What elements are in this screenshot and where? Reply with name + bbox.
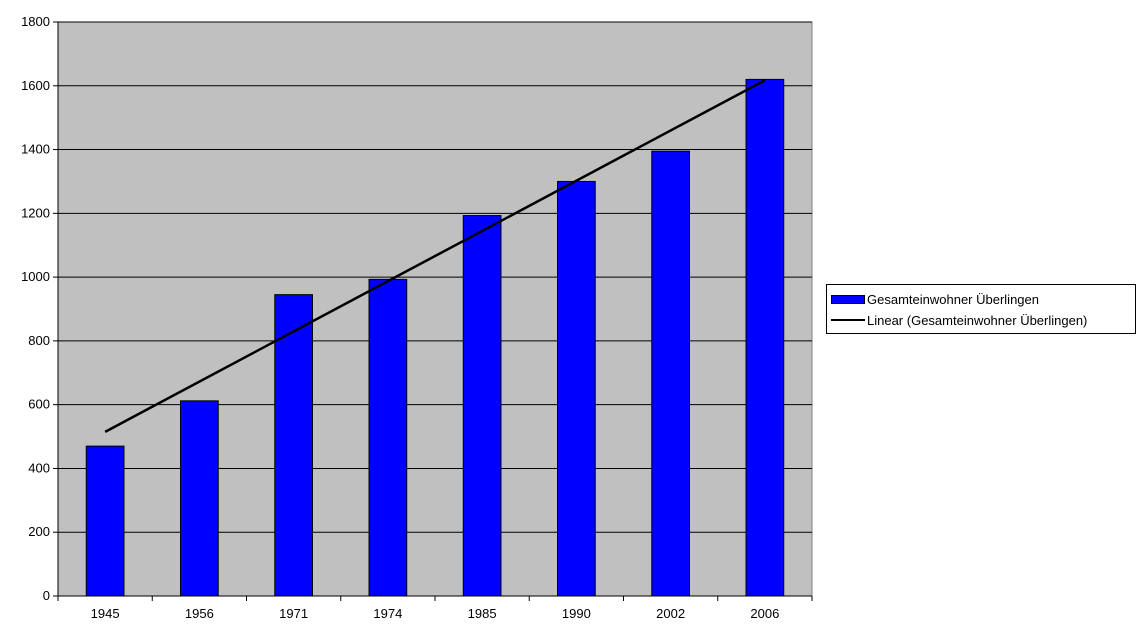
- y-tick-label: 400: [28, 460, 50, 475]
- y-tick-label: 1000: [21, 269, 50, 284]
- y-tick-label: 600: [28, 397, 50, 412]
- x-axis-ticks: 1945 1956 1971 1974 1985 1990 2002 2006: [57, 596, 813, 621]
- x-tick-label: 1971: [279, 606, 308, 621]
- x-tick-label: 1985: [468, 606, 497, 621]
- plot-area: [57, 21, 813, 597]
- bar: [180, 400, 219, 597]
- y-tick-label: 1400: [21, 142, 50, 157]
- y-tick-label: 1600: [21, 78, 50, 93]
- x-tick-label: 1990: [562, 606, 591, 621]
- x-tick-label: 2002: [656, 606, 685, 621]
- y-tick-label: 0: [43, 588, 50, 603]
- bar: [85, 445, 125, 597]
- y-tick-label: 1800: [21, 14, 50, 29]
- x-tick-label: 2006: [750, 606, 779, 621]
- x-tick-label: 1974: [373, 606, 402, 621]
- bar: [462, 215, 502, 597]
- legend-label-trendline: Linear (Gesamteinwohner Überlingen): [867, 312, 1088, 328]
- trendline: [104, 79, 766, 433]
- legend: Gesamteinwohner Überlingen Linear (Gesam…: [826, 284, 1136, 334]
- legend-line-swatch: [831, 319, 865, 321]
- y-tick-label: 800: [28, 333, 50, 348]
- bar: [745, 78, 785, 597]
- legend-entry-trendline: Linear (Gesamteinwohner Überlingen): [831, 310, 1087, 330]
- bar: [557, 180, 596, 597]
- x-tick-label: 1956: [185, 606, 214, 621]
- y-axis-ticks: 0 200 400 600 800 1000 1200 1400 1600 1800: [21, 14, 58, 603]
- x-tick-label: 1945: [91, 606, 120, 621]
- bar: [274, 294, 313, 597]
- y-tick-label: 1200: [21, 205, 50, 220]
- trendline-group: [104, 79, 766, 433]
- bar: [651, 150, 690, 597]
- y-tick-label: 200: [28, 524, 50, 539]
- legend-bar-swatch: [831, 294, 865, 304]
- bar: [368, 278, 408, 597]
- legend-entry-bars: Gesamteinwohner Überlingen: [831, 289, 1039, 309]
- legend-label-bars: Gesamteinwohner Überlingen: [867, 291, 1039, 307]
- bars: [85, 78, 785, 597]
